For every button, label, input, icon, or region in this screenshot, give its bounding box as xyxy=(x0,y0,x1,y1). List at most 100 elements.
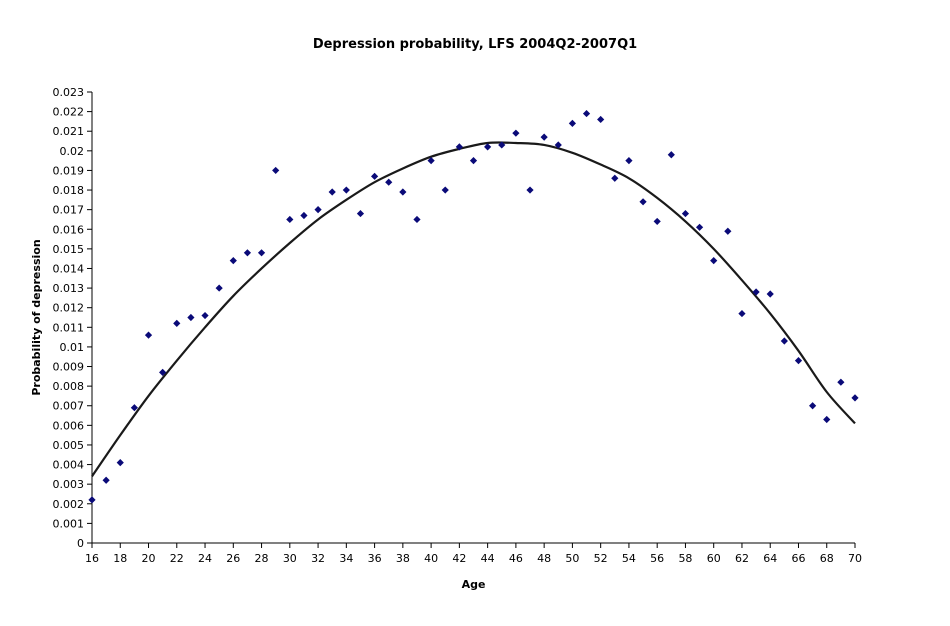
data-point xyxy=(159,368,167,377)
y-tick-label: 0.009 xyxy=(53,361,85,374)
x-tick-label: 22 xyxy=(170,552,184,565)
y-tick-label: 0.012 xyxy=(53,302,85,315)
data-point xyxy=(611,174,619,182)
x-tick-label: 30 xyxy=(283,552,297,565)
y-tick-label: 0.013 xyxy=(53,282,85,295)
x-tick-label: 70 xyxy=(848,552,862,565)
y-tick-label: 0.02 xyxy=(60,145,85,158)
y-tick-label: 0.014 xyxy=(53,262,85,275)
data-point xyxy=(286,215,294,224)
x-tick-label: 38 xyxy=(396,552,410,565)
data-point xyxy=(653,217,661,226)
x-tick-label: 68 xyxy=(820,552,834,565)
x-tick-label: 28 xyxy=(255,552,269,565)
data-point xyxy=(328,188,336,196)
x-tick-label: 20 xyxy=(142,552,156,565)
y-tick-label: 0.015 xyxy=(53,243,85,256)
data-point xyxy=(229,257,237,265)
data-point xyxy=(498,141,506,149)
data-point xyxy=(102,476,110,484)
trend-line xyxy=(91,141,856,477)
data-point xyxy=(752,288,760,296)
data-point xyxy=(413,215,421,224)
x-tick-label: 56 xyxy=(650,552,664,565)
data-point xyxy=(356,209,365,218)
data-point xyxy=(809,402,817,410)
x-tick-label: 44 xyxy=(481,552,495,565)
data-point xyxy=(144,331,153,339)
x-tick-label: 48 xyxy=(537,552,551,565)
data-point xyxy=(427,157,435,165)
y-tick-label: 0.016 xyxy=(53,223,85,236)
data-point xyxy=(173,319,181,327)
data-point xyxy=(780,337,788,345)
y-tick-label: 0.017 xyxy=(53,204,85,217)
data-point xyxy=(243,249,252,257)
data-point xyxy=(257,249,266,257)
data-point xyxy=(681,209,690,218)
data-point xyxy=(540,133,548,141)
x-tick-label: 62 xyxy=(735,552,749,565)
data-point xyxy=(314,206,322,214)
data-point xyxy=(370,172,379,180)
data-point xyxy=(116,459,124,467)
y-axis-title: Probability of depression xyxy=(30,239,43,395)
data-point xyxy=(554,141,562,149)
data-point xyxy=(695,223,704,231)
y-tick-label: 0.023 xyxy=(53,86,85,99)
data-point xyxy=(385,178,393,186)
data-point xyxy=(639,198,647,206)
x-tick-label: 64 xyxy=(763,552,777,565)
data-point xyxy=(851,394,859,402)
x-tick-label: 66 xyxy=(791,552,805,565)
x-tick-label: 46 xyxy=(509,552,523,565)
data-point xyxy=(582,109,591,118)
y-tick-label: 0.005 xyxy=(53,439,85,452)
data-point xyxy=(837,378,845,386)
x-axis-title: Age xyxy=(462,578,486,591)
data-point xyxy=(724,227,732,235)
x-tick-label: 50 xyxy=(565,552,579,565)
data-point xyxy=(526,186,534,194)
data-point xyxy=(300,211,308,220)
x-tick-label: 24 xyxy=(198,552,212,565)
x-tick-label: 32 xyxy=(311,552,325,565)
x-tick-label: 18 xyxy=(113,552,127,565)
x-tick-label: 58 xyxy=(678,552,692,565)
x-tick-label: 52 xyxy=(594,552,608,565)
x-tick-label: 42 xyxy=(452,552,466,565)
y-tick-label: 0.004 xyxy=(53,459,85,472)
y-tick-label: 0.018 xyxy=(53,184,85,197)
data-point xyxy=(469,157,478,165)
data-point xyxy=(455,143,463,151)
y-tick-label: 0.022 xyxy=(53,106,85,119)
x-tick-label: 36 xyxy=(368,552,382,565)
data-point xyxy=(130,404,138,412)
data-point xyxy=(597,115,605,124)
data-point xyxy=(215,284,223,292)
x-tick-label: 16 xyxy=(85,552,99,565)
chart-title: Depression probability, LFS 2004Q2-2007Q… xyxy=(312,37,638,52)
y-tick-label: 0.011 xyxy=(53,321,85,334)
y-tick-label: 0.019 xyxy=(53,164,85,177)
x-tick-label: 26 xyxy=(226,552,240,565)
data-point xyxy=(187,313,195,322)
data-point xyxy=(399,188,407,196)
data-point xyxy=(201,311,209,320)
data-point xyxy=(710,257,718,265)
y-tick-label: 0.021 xyxy=(53,125,85,138)
x-tick-label: 34 xyxy=(339,552,353,565)
y-tick-label: 0.01 xyxy=(60,341,85,354)
data-point xyxy=(738,309,746,318)
data-points xyxy=(88,109,859,504)
y-tick-label: 0.001 xyxy=(53,517,85,530)
x-tick-label: 60 xyxy=(707,552,721,565)
data-point xyxy=(766,290,774,298)
data-point xyxy=(484,143,492,151)
data-point xyxy=(625,157,633,165)
data-point xyxy=(342,186,350,194)
y-tick-label: 0.007 xyxy=(53,400,85,413)
data-point xyxy=(667,151,675,159)
x-tick-label: 54 xyxy=(622,552,636,565)
